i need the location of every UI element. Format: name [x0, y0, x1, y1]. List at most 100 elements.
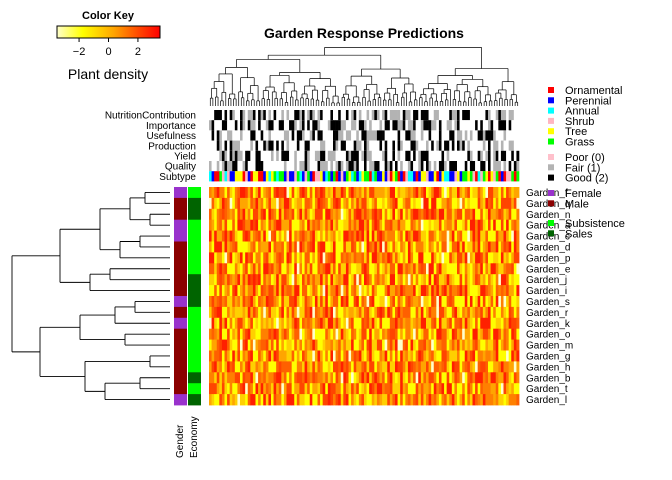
heatmap-cell	[428, 296, 432, 308]
heatmap-cell	[209, 394, 212, 406]
column-annotation-cell	[333, 130, 336, 141]
heatmap-cell	[503, 328, 507, 340]
column-annotation-cell	[338, 161, 342, 172]
heatmap-cell	[402, 252, 406, 264]
heatmap-cell	[309, 187, 313, 199]
heatmap-cell	[513, 350, 517, 362]
heatmap-cell	[475, 328, 479, 340]
heatmap-cell	[255, 285, 259, 297]
heatmap-cell	[271, 383, 274, 395]
column-annotation-cell	[343, 171, 347, 182]
heatmap-cell	[273, 197, 277, 210]
heatmap-cell	[260, 339, 264, 351]
column-annotation-cell	[457, 140, 460, 151]
heatmap-cell	[343, 219, 347, 231]
heatmap-cell	[451, 339, 455, 351]
heatmap-cell	[302, 219, 305, 231]
column-annotation-cell	[245, 130, 249, 141]
column-annotation-cell	[384, 161, 388, 172]
heatmap-cell	[314, 208, 318, 221]
heatmap-cell	[459, 285, 463, 297]
heatmap-cell	[327, 339, 331, 351]
heatmap-cell	[477, 372, 481, 384]
column-annotation-cell	[397, 120, 401, 131]
gender-annotation-cell	[174, 208, 187, 221]
heatmap-cell	[240, 339, 243, 351]
column-annotation-cell	[506, 110, 509, 121]
heatmap-cell	[402, 328, 406, 340]
heatmap-cell	[278, 187, 282, 199]
heatmap-cell	[268, 252, 272, 264]
column-annotation-cell	[395, 110, 398, 121]
heatmap-cell	[511, 372, 515, 384]
heatmap-cell	[209, 197, 212, 210]
heatmap-cell	[405, 296, 409, 308]
column-annotation-cell	[369, 161, 373, 172]
heatmap-cell	[283, 197, 287, 210]
heatmap-cell	[296, 361, 300, 373]
heatmap-cell	[317, 296, 321, 308]
heatmap-cell	[418, 230, 422, 242]
heatmap-cell	[351, 197, 355, 210]
heatmap-cell	[467, 197, 471, 210]
heatmap-cell	[423, 306, 427, 319]
heatmap-cell	[374, 274, 378, 286]
heatmap-cell	[485, 328, 489, 340]
heatmap-cell	[252, 361, 256, 373]
heatmap-cell	[420, 317, 424, 330]
column-annotation-cell	[418, 140, 422, 151]
column-annotation-cell	[374, 161, 378, 172]
gender-annotation-cell	[174, 296, 187, 308]
heatmap-cell	[348, 372, 352, 384]
heatmap-cell	[286, 252, 290, 264]
heatmap-cell	[312, 383, 316, 395]
column-annotation-cell	[299, 150, 303, 161]
heatmap-cell	[410, 219, 414, 231]
column-annotation-cell	[317, 130, 321, 141]
column-annotation-cell	[312, 150, 316, 161]
heatmap-cell	[480, 187, 484, 199]
heatmap-cell	[356, 372, 360, 384]
heatmap-cell	[457, 252, 460, 264]
heatmap-cell	[250, 208, 254, 221]
heatmap-cell	[232, 328, 236, 340]
heatmap-cell	[240, 361, 243, 373]
heatmap-cell	[446, 208, 450, 221]
heatmap-cell	[402, 219, 406, 231]
column-annotation-cell	[265, 150, 269, 161]
column-annotation-cell	[327, 120, 331, 131]
heatmap-cell	[296, 383, 300, 395]
heatmap-cell	[340, 361, 344, 373]
heatmap-cell	[389, 263, 393, 275]
heatmap-cell	[327, 252, 331, 264]
heatmap-cell	[338, 230, 342, 242]
column-annotation-cell	[364, 150, 367, 161]
heatmap-cell	[384, 252, 388, 264]
heatmap-cell	[420, 339, 424, 351]
heatmap-cell	[278, 296, 282, 308]
heatmap-cell	[361, 252, 365, 264]
heatmap-cell	[413, 394, 417, 406]
heatmap-cell	[451, 306, 455, 319]
heatmap-cell	[294, 328, 298, 340]
heatmap-cell	[428, 219, 432, 231]
heatmap-cell	[508, 361, 512, 373]
heatmap-cell	[415, 296, 419, 308]
heatmap-cell	[361, 296, 365, 308]
heatmap-cell	[278, 197, 282, 210]
heatmap-cell	[299, 394, 303, 406]
heatmap-cell	[307, 361, 311, 373]
column-annotation-cell	[286, 150, 290, 161]
heatmap-cell	[302, 306, 305, 319]
heatmap-cell	[224, 394, 228, 406]
heatmap-cell	[234, 317, 238, 330]
heatmap-cell	[247, 317, 251, 330]
heatmap-cell	[245, 372, 249, 384]
heatmap-cell	[265, 361, 269, 373]
heatmap-cell	[276, 317, 280, 330]
column-annotation-cell	[232, 150, 236, 161]
heatmap-cell	[263, 328, 267, 340]
heatmap-cell	[356, 350, 360, 362]
column-annotation-cell	[436, 120, 440, 131]
heatmap-cell	[338, 350, 342, 362]
